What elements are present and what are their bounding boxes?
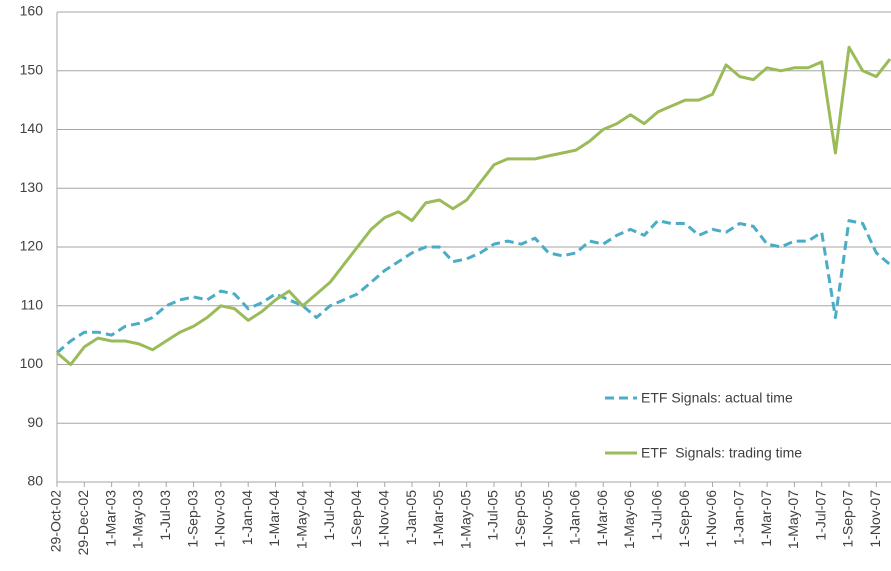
x-tick-label: 1-Nov-07 xyxy=(867,490,883,548)
series-line xyxy=(56,45,891,366)
y-tick-label: 100 xyxy=(20,355,44,371)
x-tick-label: 1-Sep-06 xyxy=(676,490,692,548)
y-tick-label: 150 xyxy=(20,61,44,77)
x-tick-label: 1-May-04 xyxy=(294,490,310,549)
legend-label: ETF Signals: trading time xyxy=(641,445,802,461)
x-tick-label: 1-Sep-03 xyxy=(184,490,200,548)
x-tick-label: 1-May-06 xyxy=(621,490,637,549)
x-tick-label: 29-Dec-02 xyxy=(75,490,91,556)
x-tick-label: 1-Mar-07 xyxy=(758,490,774,547)
y-tick-label: 160 xyxy=(20,3,44,19)
legend-label: ETF Signals: actual time xyxy=(641,390,793,406)
y-tick-label: 140 xyxy=(20,120,44,136)
x-tick-label: 1-Mar-06 xyxy=(594,490,610,547)
x-tick-label: 1-Jul-04 xyxy=(321,490,337,541)
x-tick-label: 1-Nov-04 xyxy=(375,490,391,548)
x-tick-label: 1-Jan-05 xyxy=(403,490,419,545)
x-tick-label: 1-Nov-05 xyxy=(539,490,555,548)
x-tick-label: 1-Jul-06 xyxy=(649,490,665,541)
x-tick-label: 1-Sep-05 xyxy=(512,490,528,548)
x-tick-label: 1-Jul-07 xyxy=(812,490,828,541)
x-tick-label: 1-Sep-07 xyxy=(840,490,856,548)
x-tick-label: 1-May-07 xyxy=(785,490,801,549)
x-tick-label: 1-Mar-03 xyxy=(102,490,118,547)
x-tick-label: 1-Sep-04 xyxy=(348,490,364,548)
x-tick-label: 1-Nov-06 xyxy=(703,490,719,548)
x-tick-label: 1-May-05 xyxy=(457,490,473,549)
y-tick-label: 110 xyxy=(21,296,44,312)
x-tick-label: 1-Mar-04 xyxy=(266,490,282,547)
x-tick-label: 1-Jul-05 xyxy=(485,490,501,541)
x-tick-label: 1-Mar-05 xyxy=(430,490,446,547)
x-tick-label: 1-Jan-06 xyxy=(567,490,583,545)
x-tick-label: 1-May-03 xyxy=(130,490,146,549)
x-tick-label: 1-Jan-04 xyxy=(239,490,255,545)
y-tick-label: 80 xyxy=(27,473,43,489)
y-tick-label: 130 xyxy=(20,179,44,195)
x-tick-label: 29-Oct-02 xyxy=(48,490,64,552)
x-tick-label: 1-Jan-07 xyxy=(730,490,746,545)
x-tick-label: 1-Jul-03 xyxy=(157,490,173,541)
x-tick-label: 1-Nov-03 xyxy=(212,490,228,548)
y-tick-label: 120 xyxy=(20,238,44,254)
y-tick-label: 90 xyxy=(27,414,43,430)
series-line xyxy=(56,219,891,354)
